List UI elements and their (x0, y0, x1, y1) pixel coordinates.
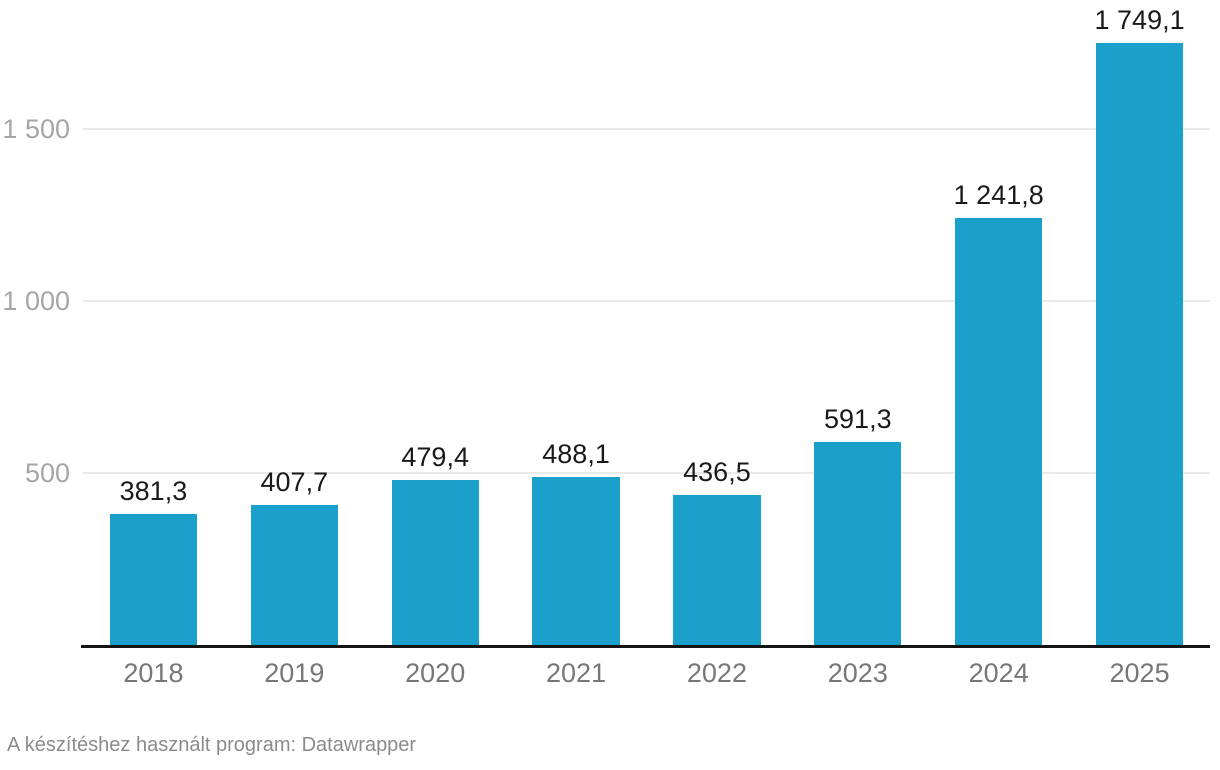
bar-value-label: 1 241,8 (953, 180, 1044, 210)
x-tick-label: 2020 (405, 658, 466, 688)
y-tick-label: 1 000 (2, 286, 70, 316)
bar (250, 505, 338, 645)
bar-column: 407,7 (224, 0, 365, 645)
bars-layer: 381,3 407,7 479,4 488,1 436,5 591,3 1 241,8 1 7… (83, 0, 1210, 645)
bar-value-label: 488,1 (542, 439, 610, 469)
bar (814, 442, 902, 645)
bar (391, 480, 479, 645)
bar (673, 495, 761, 645)
y-axis: 500 1 000 1 500 (0, 0, 70, 645)
bar (955, 218, 1043, 645)
x-tick-label: 2019 (264, 658, 325, 688)
bar (109, 514, 198, 645)
gridline (83, 128, 1210, 130)
bar-column: 436,5 (647, 0, 788, 645)
gridline (83, 300, 1210, 302)
x-axis: 2018 2019 2020 2021 2022 2023 2024 2025 (83, 657, 1210, 689)
attribution-text: A készítéshez használt program: Datawrap… (7, 734, 417, 756)
x-tick-label: 2025 (1109, 658, 1170, 688)
bar-value-label: 479,4 (401, 442, 469, 472)
gridline (83, 472, 1210, 474)
bar-column: 1 749,1 (1069, 0, 1210, 645)
bar-value-label: 591,3 (824, 404, 892, 434)
x-axis-baseline (81, 645, 1210, 648)
x-tick-label: 2018 (123, 658, 184, 688)
bar-column: 479,4 (365, 0, 506, 645)
x-tick-label: 2023 (827, 658, 888, 688)
bar-column: 381,3 (83, 0, 224, 645)
bar-value-label: 1 749,1 (1094, 5, 1185, 35)
bar-value-label: 381,3 (119, 476, 188, 506)
x-tick-label: 2024 (968, 658, 1029, 688)
bar-value-label: 436,5 (683, 457, 751, 487)
bar-column: 591,3 (787, 0, 928, 645)
y-tick-label: 1 500 (2, 114, 70, 144)
bar (1095, 43, 1184, 645)
x-tick-label: 2021 (546, 658, 607, 688)
bar-value-label: 407,7 (260, 467, 329, 497)
bar (532, 477, 620, 645)
y-tick-label: 500 (24, 458, 70, 488)
bar-column: 488,1 (506, 0, 647, 645)
plot-area: 381,3 407,7 479,4 488,1 436,5 591,3 1 241,8 1 7… (83, 0, 1210, 645)
bar-column: 1 241,8 (928, 0, 1069, 645)
x-tick-label: 2022 (686, 658, 747, 688)
